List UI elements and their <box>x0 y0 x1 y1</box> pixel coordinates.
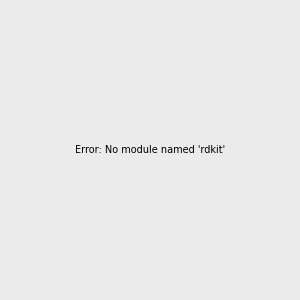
Text: Error: No module named 'rdkit': Error: No module named 'rdkit' <box>75 145 225 155</box>
